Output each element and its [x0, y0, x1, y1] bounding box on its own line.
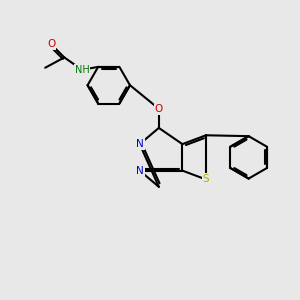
- Text: S: S: [202, 174, 209, 184]
- Text: O: O: [155, 104, 163, 114]
- Text: NH: NH: [75, 65, 89, 75]
- Text: N: N: [136, 166, 144, 176]
- Text: N: N: [136, 139, 144, 149]
- Text: O: O: [47, 39, 55, 49]
